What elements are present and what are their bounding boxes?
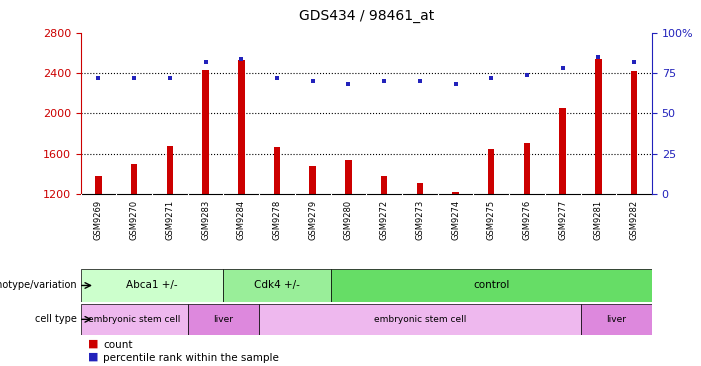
Bar bbox=[580, 304, 652, 335]
Text: GSM9277: GSM9277 bbox=[558, 200, 567, 240]
Text: liver: liver bbox=[606, 315, 626, 324]
Text: GSM9279: GSM9279 bbox=[308, 200, 318, 240]
Text: percentile rank within the sample: percentile rank within the sample bbox=[103, 353, 279, 363]
Text: GSM9282: GSM9282 bbox=[629, 200, 639, 240]
Bar bbox=[452, 192, 458, 194]
Bar bbox=[416, 183, 423, 194]
Bar bbox=[188, 304, 259, 335]
Text: GSM9272: GSM9272 bbox=[380, 200, 388, 240]
Bar bbox=[259, 304, 580, 335]
Bar bbox=[274, 147, 280, 194]
Bar bbox=[224, 269, 331, 302]
Bar bbox=[81, 304, 188, 335]
Text: genotype/variation: genotype/variation bbox=[0, 280, 77, 291]
Text: GSM9269: GSM9269 bbox=[94, 200, 103, 240]
Text: GSM9281: GSM9281 bbox=[594, 200, 603, 240]
Bar bbox=[310, 166, 316, 194]
Text: GSM9280: GSM9280 bbox=[344, 200, 353, 240]
Text: ■: ■ bbox=[88, 351, 98, 361]
Text: GSM9270: GSM9270 bbox=[130, 200, 139, 240]
Text: GSM9276: GSM9276 bbox=[522, 200, 531, 240]
Text: GSM9275: GSM9275 bbox=[486, 200, 496, 240]
Bar bbox=[381, 176, 388, 194]
Text: embryonic stem cell: embryonic stem cell bbox=[88, 315, 180, 324]
Bar bbox=[559, 108, 566, 194]
Text: count: count bbox=[103, 340, 132, 350]
Bar bbox=[131, 164, 137, 194]
Text: Abca1 +/-: Abca1 +/- bbox=[126, 280, 178, 291]
Text: liver: liver bbox=[213, 315, 233, 324]
Bar bbox=[167, 146, 173, 194]
Bar bbox=[203, 70, 209, 194]
Text: GSM9283: GSM9283 bbox=[201, 200, 210, 240]
Bar bbox=[345, 160, 352, 194]
Text: control: control bbox=[473, 280, 510, 291]
Text: Cdk4 +/-: Cdk4 +/- bbox=[254, 280, 300, 291]
Bar bbox=[238, 60, 245, 194]
Bar bbox=[631, 71, 637, 194]
Bar bbox=[331, 269, 652, 302]
Text: GSM9274: GSM9274 bbox=[451, 200, 460, 240]
Bar bbox=[524, 143, 530, 194]
Bar bbox=[595, 59, 601, 194]
Bar bbox=[488, 149, 494, 194]
Text: cell type: cell type bbox=[35, 314, 77, 324]
Text: GSM9278: GSM9278 bbox=[273, 200, 282, 240]
Text: GSM9271: GSM9271 bbox=[165, 200, 175, 240]
Text: GSM9284: GSM9284 bbox=[237, 200, 246, 240]
Text: ■: ■ bbox=[88, 339, 98, 349]
Bar bbox=[95, 176, 102, 194]
Bar bbox=[81, 269, 224, 302]
Text: GSM9273: GSM9273 bbox=[415, 200, 424, 240]
Text: GDS434 / 98461_at: GDS434 / 98461_at bbox=[299, 9, 434, 23]
Text: embryonic stem cell: embryonic stem cell bbox=[374, 315, 466, 324]
